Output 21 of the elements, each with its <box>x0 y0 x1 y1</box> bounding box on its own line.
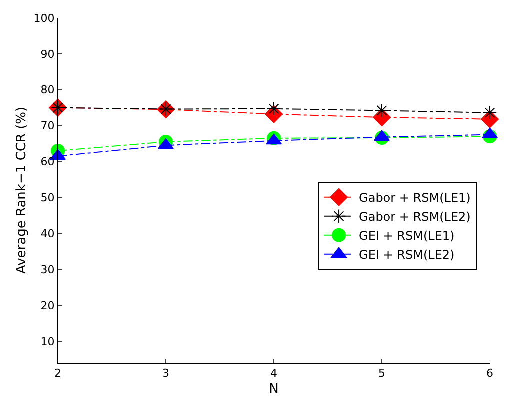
legend-label: Gabor + RSM(LE2) <box>359 210 471 224</box>
legend-label: Gabor + RSM(LE1) <box>359 191 471 206</box>
y-axis-title: Average Rank−1 CCR (%) <box>14 106 30 274</box>
y-tick-label: 80 <box>40 84 55 97</box>
y-tick-label: 30 <box>40 263 55 276</box>
y-tick-label: 40 <box>40 227 55 240</box>
y-tick-label: 70 <box>40 120 55 133</box>
y-tick-label: 60 <box>40 156 55 169</box>
x-axis-title: N <box>269 382 279 397</box>
x-tick-label: 4 <box>270 367 278 380</box>
y-tick-label: 100 <box>34 12 55 25</box>
y-tick-label: 10 <box>40 335 55 348</box>
y-tick-label: 90 <box>40 48 55 61</box>
y-tick-label: 20 <box>40 299 55 312</box>
legend-label: GEI + RSM(LE1) <box>359 229 455 244</box>
legend-label: GEI + RSM(LE2) <box>359 248 455 262</box>
x-tick-label: 2 <box>54 367 62 380</box>
x-tick-label: 5 <box>378 367 386 380</box>
y-tick-label: 50 <box>40 192 55 205</box>
x-tick-label: 3 <box>162 367 170 380</box>
x-tick-label: 6 <box>486 367 494 380</box>
